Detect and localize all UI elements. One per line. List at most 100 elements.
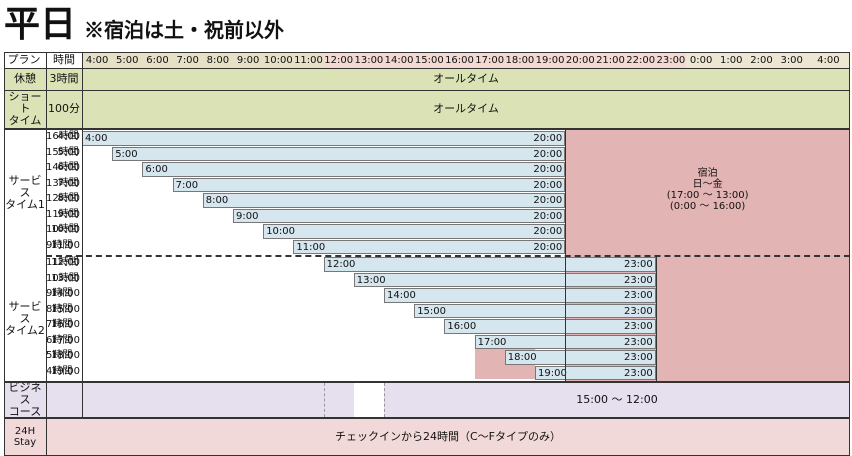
stay24-text: チェックインから24時間（C～Fタイプのみ） [334,430,561,443]
stay-l3: (17:00 ～ 13:00) [666,190,749,201]
service2-row-label: 7時間 16:00 [46,318,82,334]
service1-row-label: 9時間 [46,239,82,255]
service2-row-label: 9時間 14:00 [46,287,82,303]
header-hour-label: 10:00 [263,54,293,66]
service1-bar-end: 20:00 [533,210,563,222]
header-hour: 10:00 [263,52,293,68]
service2-time-label: 13:00 [51,272,80,284]
service2-bar-end: 23:00 [623,259,653,270]
service2-time-label: 15:00 [51,303,80,315]
header-time-label: 時間 [53,53,75,66]
plan-short: ショート タイム [4,90,46,128]
service1-bar-end: 20:00 [533,195,563,206]
service2-bar: 16:00 23:00 [444,319,656,334]
header-plan: プラン [4,52,44,68]
header-hour: 21:00 [595,52,625,68]
service2-duration: 7時間 [46,319,73,330]
header-hour-label: 3:00 [780,54,803,66]
header-hour-label: 6:00 [146,54,169,66]
service1-bar-start: 7:00 [175,179,199,191]
service1-bar: 9:00 20:00 [233,208,566,223]
service2-bar: 13:00 23:00 [353,272,656,287]
service1-bar: 11:00 20:00 [293,239,566,254]
line-stay-right [655,256,657,381]
header-hour: 4:00 [807,52,850,68]
header-hour: 17:00 [475,52,505,68]
service2-bar-start: 14:00 [387,290,416,301]
service2-bar-start: 15:00 [417,305,447,317]
header-band-night [686,52,850,68]
service1-bar: 6:00 20:00 [142,162,566,177]
plan-kyukei-label: 休憩 [14,72,36,85]
business-guide [384,383,385,417]
service1-row-label: 13時間 [46,177,82,193]
header-hour: 16:00 [444,52,474,68]
stay-text: 宿泊 日～金 (17:00 ～ 13:00) (0:00 ～ 16:00) [565,150,850,230]
line-top [4,52,850,53]
header-hour: 13:00 [354,52,384,68]
service2-time-label: 14:00 [51,288,80,299]
service2-bar: 12:00 23:00 [323,257,656,272]
header-hour: 7:00 [173,52,203,68]
header-hour: 14:00 [384,52,414,68]
header-hour-label: 8:00 [206,54,230,66]
service2-bar-start: 16:00 [447,321,477,332]
header-hour-label: 22:00 [626,54,656,66]
service1-bar-end: 20:00 [533,164,563,175]
line-plan [46,52,47,455]
header-hour-label: 1:00 [720,54,743,66]
time-short: 100分 [46,90,82,128]
business-time-cell [46,383,82,417]
header-band-evening [323,52,686,68]
stay-l4: (0:00 ～ 16:00) [669,201,746,212]
header-hour: 11:00 [293,52,323,68]
header-hour: 9:00 [233,52,263,68]
service1-bar-start: 8:00 [205,195,229,206]
service1-row-time: 6:00 [46,161,82,177]
service1-bar-start: 4:00 [85,133,108,144]
service2-duration: 4時間 [46,365,73,377]
service1-row-time: 10:00 [46,223,82,239]
service2-time-label: 12:00 [51,257,80,268]
service2-bar-end: 23:00 [623,290,653,301]
stay24-bar: チェックインから24時間（C～Fタイプのみ） [46,419,850,455]
service2-time-label: 16:00 [51,319,80,330]
service1-bar: 5:00 20:00 [112,146,566,161]
header-hour-label: 9:00 [236,54,260,66]
header-hour-label: 16:00 [445,54,474,66]
line-left [4,52,5,456]
header-hour-label: 21:00 [596,54,625,66]
header-hour-label: 4:00 [85,54,109,66]
page-title: 平日 ※宿泊は土・祝前以外 [4,2,284,44]
service2-bar-end: 23:00 [623,274,653,286]
service2-time-label: 17:00 [51,334,80,346]
service1-bar: 4:00 20:00 [82,131,566,146]
service1-duration: 13時間 [46,177,79,189]
service2-duration: 6時間 [46,334,73,346]
line-row2b [4,129,850,130]
service1-bar-end: 20:00 [533,148,563,160]
header-hour-label: 20:00 [565,54,595,66]
header-hour-label: 18:00 [505,54,535,66]
header-hour-label: 5:00 [116,54,139,66]
header-hour: 3:00 [777,52,807,68]
plan-24h-label: 24H Stay [13,426,37,448]
header-hour: 2:00 [746,52,776,68]
service1-time-label: 6:00 [57,162,80,173]
plan-service1: サービス タイム1 [4,130,46,255]
plan-kyukei: 休憩 [4,68,46,90]
business-guide [323,383,325,417]
service2-bar: 19:00 23:00 [535,365,656,380]
header-hour: 18:00 [505,52,535,68]
header-hour: 22:00 [626,52,656,68]
service1-bar: 7:00 20:00 [172,177,566,192]
header-hour-label: 4:00 [817,54,840,66]
plan-business: ビジネス コース [4,382,46,418]
header-hour: 5:00 [112,52,142,68]
service1-row-time: 9:00 [46,208,82,224]
stay-l2: 日～金 [692,179,723,190]
header-hour-label: 7:00 [176,54,199,66]
header-hour: 6:00 [142,52,172,68]
service2-time-label: 19:00 [51,365,80,377]
service1-time-label: 11:00 [51,239,80,251]
